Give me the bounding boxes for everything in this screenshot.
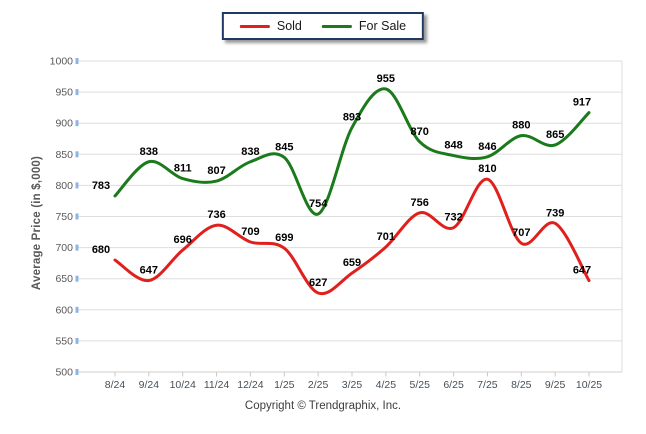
x-axis-tick-label: 9/25 xyxy=(545,379,566,391)
data-label: 807 xyxy=(207,165,225,177)
y-axis-tick-label: 650 xyxy=(55,273,73,285)
data-label: 870 xyxy=(411,126,429,138)
data-label: 680 xyxy=(92,244,110,256)
legend-label-sold: Sold xyxy=(276,19,302,33)
x-axis-tick-label: 5/25 xyxy=(409,379,430,391)
data-label: 699 xyxy=(275,232,293,244)
for-sale-line-swatch-icon xyxy=(321,24,352,28)
y-axis-labels: 500 550 600 650 700 750 800 850 900 950 1000 xyxy=(50,56,74,379)
data-label: 893 xyxy=(343,112,361,124)
y-axis-tick-label: 550 xyxy=(55,335,73,347)
chart-legend: Sold For Sale xyxy=(221,12,425,40)
y-axis-tick-label: 500 xyxy=(55,367,73,379)
data-label: 838 xyxy=(140,146,158,158)
data-label: 917 xyxy=(573,97,591,109)
x-axis-tick-label: 9/24 xyxy=(139,379,160,391)
x-axis-tick-label: 1/25 xyxy=(274,379,295,391)
data-label: 846 xyxy=(478,141,496,153)
data-label: 880 xyxy=(512,120,530,132)
legend-item-for-sale: For Sale xyxy=(321,19,407,33)
sold-data-labels: 680 647 696 736 709 699 627 659 701 756 732 810 707 7… xyxy=(92,163,591,289)
x-axis-labels: 8/24 9/24 10/24 11/24 12/24 1/25 2/25 3/25 4/25 5… xyxy=(105,372,602,391)
gridlines xyxy=(75,58,622,375)
x-axis-tick-label: 3/25 xyxy=(342,379,363,391)
data-label: 838 xyxy=(241,146,259,158)
x-axis-tick-label: 10/25 xyxy=(576,379,602,391)
data-label: 810 xyxy=(478,163,496,175)
data-label: 955 xyxy=(377,73,395,85)
x-axis-tick-label: 12/24 xyxy=(237,379,263,391)
x-axis-tick-label: 2/25 xyxy=(308,379,329,391)
data-label: 709 xyxy=(241,226,259,238)
for-sale-line xyxy=(113,87,591,216)
sold-line xyxy=(113,177,591,296)
data-label: 647 xyxy=(573,265,591,277)
x-axis-tick-label: 10/24 xyxy=(170,379,196,391)
data-label: 627 xyxy=(309,277,327,289)
y-axis-tick-label: 800 xyxy=(55,180,73,192)
legend-label-for-sale: For Sale xyxy=(358,19,407,33)
for-sale-data-labels: 783 838 811 807 838 845 754 893 955 870 848 846 880 8… xyxy=(92,73,591,210)
data-label: 739 xyxy=(546,207,564,219)
y-axis-tick-label: 600 xyxy=(55,304,73,316)
x-axis-tick-label: 8/24 xyxy=(105,379,126,391)
data-label: 811 xyxy=(174,163,192,175)
data-label: 845 xyxy=(275,141,293,153)
x-axis-tick-label: 8/25 xyxy=(511,379,532,391)
data-label: 736 xyxy=(207,209,225,221)
data-label: 754 xyxy=(309,198,328,210)
data-label: 848 xyxy=(444,140,462,152)
sold-line-swatch-icon xyxy=(239,24,270,28)
data-label: 732 xyxy=(444,212,462,224)
y-axis-tick-label: 900 xyxy=(55,118,73,130)
data-label: 701 xyxy=(377,231,395,243)
legend-item-sold: Sold xyxy=(239,19,302,33)
data-label: 756 xyxy=(411,197,429,209)
y-axis-tick-label: 700 xyxy=(55,242,73,254)
y-axis-tick-label: 950 xyxy=(55,87,73,99)
x-axis-tick-label: 4/25 xyxy=(376,379,397,391)
data-label: 783 xyxy=(92,180,110,192)
data-label: 696 xyxy=(174,234,192,246)
data-label: 647 xyxy=(140,265,158,277)
copyright-text: Copyright © Trendgraphix, Inc. xyxy=(244,400,402,412)
y-axis-tick-label: 850 xyxy=(55,149,73,161)
data-label: 707 xyxy=(512,227,530,239)
x-axis-tick-label: 6/25 xyxy=(443,379,464,391)
x-axis-tick-label: 11/24 xyxy=(204,379,230,391)
x-axis-tick-label: 7/25 xyxy=(477,379,498,391)
data-label: 659 xyxy=(343,257,361,269)
y-axis-tick-label: 750 xyxy=(55,211,73,223)
y-axis-tick-label: 1000 xyxy=(50,56,74,68)
data-label: 865 xyxy=(546,129,564,141)
y-axis-title: Average Price (in $,000) xyxy=(31,155,43,291)
